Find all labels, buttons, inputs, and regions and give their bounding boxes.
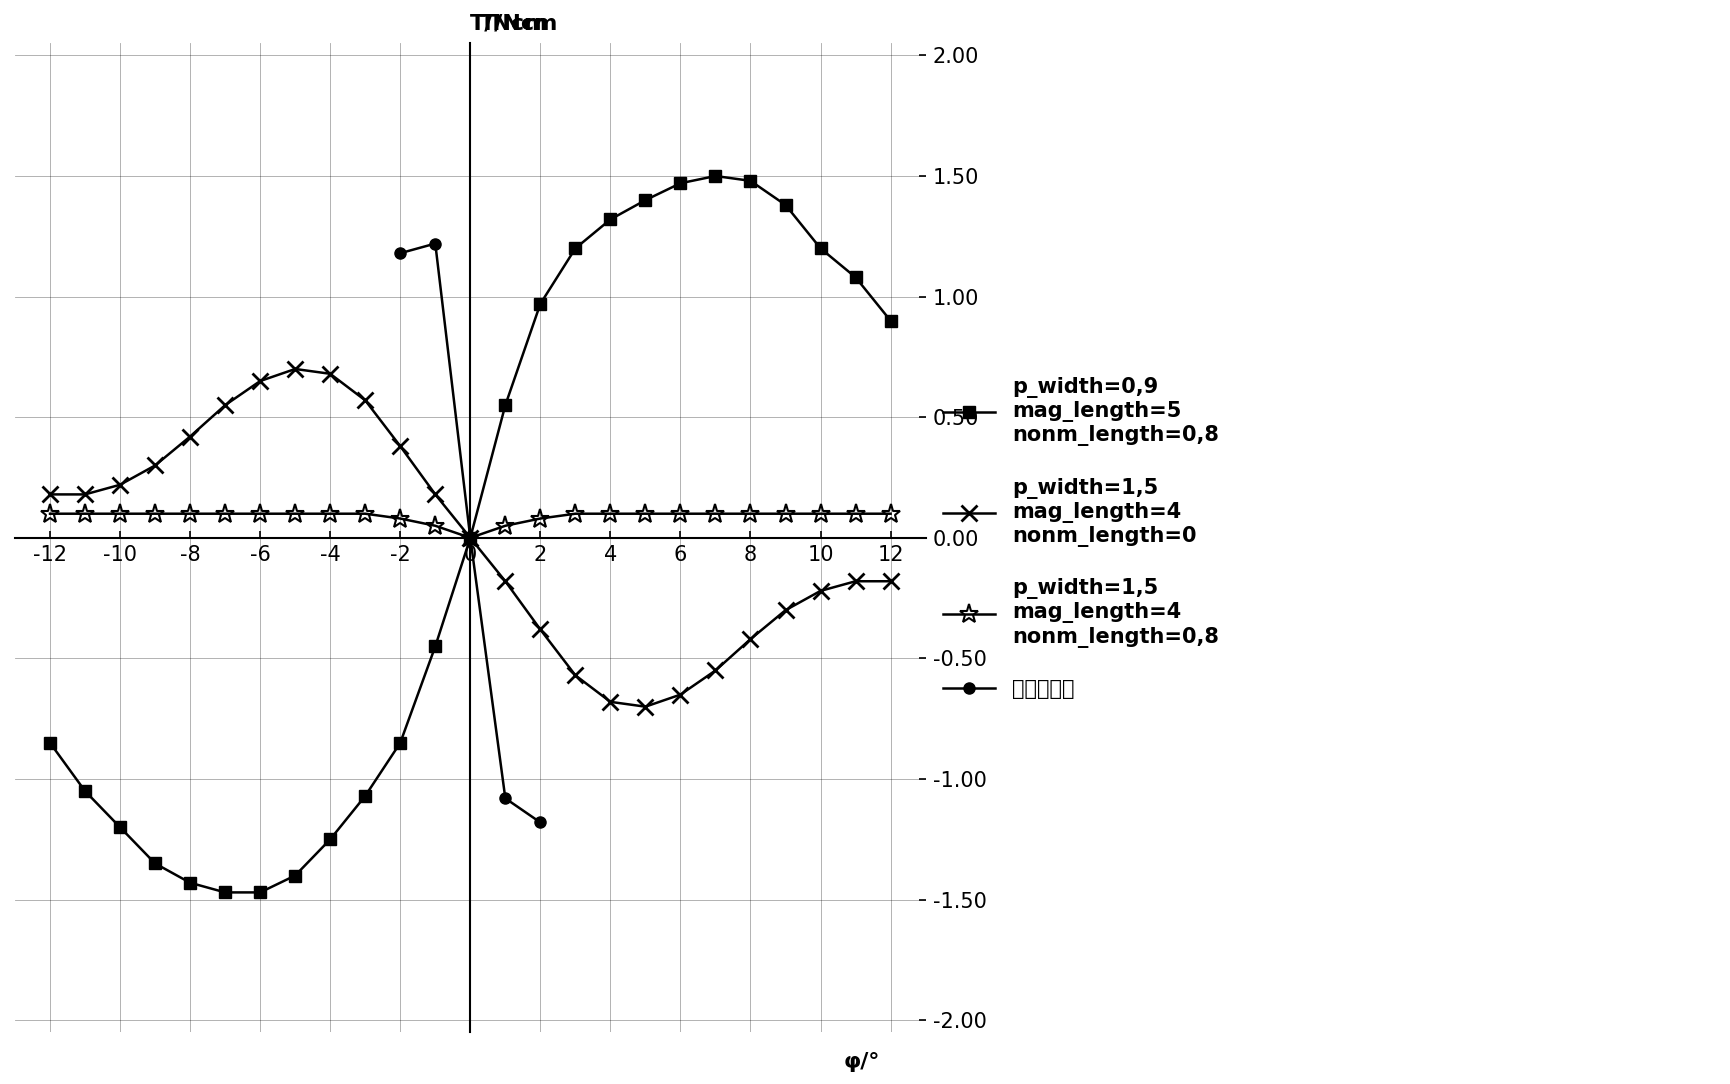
p_width=1,5
mag_length=4
nonm_length=0 — [670, 688, 690, 701]
p_width=1,5
mag_length=4
nonm_length=0,8 — [564, 507, 585, 520]
p_width=0,9
mag_length=5
nonm_length=0,8 — [564, 242, 585, 255]
p_width=1,5
mag_length=4
nonm_length=0,8 — [424, 519, 445, 532]
p_width=1,5
mag_length=4
nonm_length=0,8 — [74, 507, 95, 520]
p_width=0,9
mag_length=5
nonm_length=0,8 — [635, 194, 656, 207]
p_width=1,5
mag_length=4
nonm_length=0,8 — [600, 507, 621, 520]
p_width=1,5
mag_length=4
nonm_length=0,8 — [844, 507, 865, 520]
p_width=0,9
mag_length=5
nonm_length=0,8 — [600, 212, 621, 225]
p_width=0,9
mag_length=5
nonm_length=0,8 — [879, 314, 900, 327]
Line: p_width=0,9
mag_length=5
nonm_length=0,8: p_width=0,9 mag_length=5 nonm_length=0,8 — [43, 170, 896, 899]
p_width=1,5
mag_length=4
nonm_length=0,8 — [249, 507, 270, 520]
p_width=1,5
mag_length=4
nonm_length=0,8 — [810, 507, 830, 520]
p_width=0,9
mag_length=5
nonm_length=0,8 — [109, 821, 130, 834]
Text: T/Ncm: T/Ncm — [471, 13, 548, 34]
p_width=0,9
mag_length=5
nonm_length=0,8 — [670, 177, 690, 190]
p_width=1,5
mag_length=4
nonm_length=0 — [109, 478, 130, 491]
p_width=1,5
mag_length=4
nonm_length=0 — [495, 575, 516, 588]
p_width=1,5
mag_length=4
nonm_length=0 — [180, 430, 201, 443]
p_width=0,9
mag_length=5
nonm_length=0,8 — [215, 886, 235, 899]
p_width=1,5
mag_length=4
nonm_length=0,8 — [389, 512, 410, 525]
p_width=1,5
mag_length=4
nonm_length=0,8 — [355, 507, 375, 520]
p_width=1,5
mag_length=4
nonm_length=0,8 — [180, 507, 201, 520]
p_width=1,5
mag_length=4
nonm_length=0 — [600, 695, 621, 708]
Line: p_width=1,5
mag_length=4
nonm_length=0,8: p_width=1,5 mag_length=4 nonm_length=0,8 — [40, 504, 900, 547]
p_width=1,5
mag_length=4
nonm_length=0,8 — [109, 507, 130, 520]
p_width=0,9
mag_length=5
nonm_length=0,8 — [424, 640, 445, 653]
p_width=1,5
mag_length=4
nonm_length=0 — [424, 488, 445, 501]
p_width=1,5
mag_length=4
nonm_length=0 — [389, 440, 410, 453]
典型的弹笧 — [424, 237, 445, 250]
p_width=1,5
mag_length=4
nonm_length=0,8 — [529, 512, 550, 525]
p_width=1,5
mag_length=4
nonm_length=0,8 — [704, 507, 725, 520]
p_width=1,5
mag_length=4
nonm_length=0 — [40, 488, 61, 501]
p_width=1,5
mag_length=4
nonm_length=0,8 — [670, 507, 690, 520]
p_width=0,9
mag_length=5
nonm_length=0,8 — [704, 169, 725, 182]
p_width=1,5
mag_length=4
nonm_length=0,8 — [775, 507, 796, 520]
p_width=1,5
mag_length=4
nonm_length=0 — [844, 575, 865, 588]
p_width=0,9
mag_length=5
nonm_length=0,8 — [389, 736, 410, 749]
p_width=1,5
mag_length=4
nonm_length=0 — [145, 459, 166, 472]
p_width=0,9
mag_length=5
nonm_length=0,8 — [775, 198, 796, 211]
p_width=1,5
mag_length=4
nonm_length=0,8 — [285, 507, 306, 520]
p_width=0,9
mag_length=5
nonm_length=0,8 — [40, 736, 61, 749]
p_width=1,5
mag_length=4
nonm_length=0 — [285, 362, 306, 375]
p_width=0,9
mag_length=5
nonm_length=0,8 — [285, 869, 306, 882]
典型的弹笧 — [495, 791, 516, 804]
典型的弹笧 — [389, 247, 410, 260]
p_width=1,5
mag_length=4
nonm_length=0,8 — [40, 507, 61, 520]
p_width=0,9
mag_length=5
nonm_length=0,8 — [844, 271, 865, 284]
p_width=0,9
mag_length=5
nonm_length=0,8 — [180, 876, 201, 889]
Line: 典型的弹笧: 典型的弹笧 — [394, 238, 545, 828]
p_width=0,9
mag_length=5
nonm_length=0,8 — [810, 242, 830, 255]
p_width=0,9
mag_length=5
nonm_length=0,8 — [74, 785, 95, 798]
p_width=1,5
mag_length=4
nonm_length=0 — [355, 393, 375, 406]
p_width=1,5
mag_length=4
nonm_length=0 — [740, 633, 761, 646]
p_width=0,9
mag_length=5
nonm_length=0,8 — [495, 399, 516, 412]
p_width=1,5
mag_length=4
nonm_length=0 — [635, 700, 656, 713]
p_width=1,5
mag_length=4
nonm_length=0 — [879, 575, 900, 588]
p_width=1,5
mag_length=4
nonm_length=0 — [775, 604, 796, 617]
p_width=0,9
mag_length=5
nonm_length=0,8 — [145, 857, 166, 870]
p_width=0,9
mag_length=5
nonm_length=0,8 — [529, 297, 550, 310]
p_width=1,5
mag_length=4
nonm_length=0,8 — [460, 531, 481, 544]
Legend: p_width=0,9
mag_length=5
nonm_length=0,8, p_width=1,5
mag_length=4
nonm_length=0: p_width=0,9 mag_length=5 nonm_length=0,8… — [934, 369, 1227, 707]
p_width=1,5
mag_length=4
nonm_length=0 — [529, 623, 550, 636]
Line: p_width=1,5
mag_length=4
nonm_length=0: p_width=1,5 mag_length=4 nonm_length=0 — [42, 361, 898, 714]
p_width=1,5
mag_length=4
nonm_length=0,8 — [879, 507, 900, 520]
p_width=0,9
mag_length=5
nonm_length=0,8 — [320, 833, 341, 846]
p_width=1,5
mag_length=4
nonm_length=0,8 — [145, 507, 166, 520]
p_width=1,5
mag_length=4
nonm_length=0 — [460, 531, 481, 544]
p_width=1,5
mag_length=4
nonm_length=0 — [810, 584, 830, 597]
p_width=0,9
mag_length=5
nonm_length=0,8 — [249, 886, 270, 899]
p_width=1,5
mag_length=4
nonm_length=0,8 — [635, 507, 656, 520]
p_width=0,9
mag_length=5
nonm_length=0,8 — [740, 175, 761, 188]
p_width=1,5
mag_length=4
nonm_length=0 — [564, 669, 585, 682]
p_width=1,5
mag_length=4
nonm_length=0,8 — [320, 507, 341, 520]
p_width=1,5
mag_length=4
nonm_length=0 — [704, 664, 725, 678]
Text: T/Ncm: T/Ncm — [479, 13, 557, 34]
p_width=1,5
mag_length=4
nonm_length=0 — [215, 399, 235, 412]
p_width=1,5
mag_length=4
nonm_length=0,8 — [215, 507, 235, 520]
p_width=1,5
mag_length=4
nonm_length=0 — [74, 488, 95, 501]
p_width=0,9
mag_length=5
nonm_length=0,8 — [460, 531, 481, 544]
典型的弹笧 — [460, 531, 481, 544]
p_width=1,5
mag_length=4
nonm_length=0 — [249, 375, 270, 388]
p_width=1,5
mag_length=4
nonm_length=0,8 — [495, 519, 516, 532]
X-axis label: φ/°: φ/° — [843, 1053, 879, 1072]
p_width=1,5
mag_length=4
nonm_length=0 — [320, 367, 341, 380]
p_width=1,5
mag_length=4
nonm_length=0,8 — [740, 507, 761, 520]
典型的弹笧 — [529, 816, 550, 829]
p_width=0,9
mag_length=5
nonm_length=0,8 — [355, 789, 375, 802]
